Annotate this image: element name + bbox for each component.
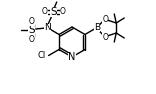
Text: N: N [44, 24, 51, 33]
Text: B: B [94, 22, 100, 31]
Text: S: S [50, 7, 57, 17]
Text: O: O [29, 34, 35, 44]
Text: S: S [28, 25, 35, 35]
Text: O: O [42, 8, 48, 17]
Text: Cl: Cl [37, 51, 46, 60]
Text: O: O [60, 8, 66, 17]
Text: O: O [102, 33, 108, 41]
Text: N: N [68, 53, 76, 63]
Text: O: O [29, 17, 35, 25]
Text: O: O [102, 14, 108, 24]
